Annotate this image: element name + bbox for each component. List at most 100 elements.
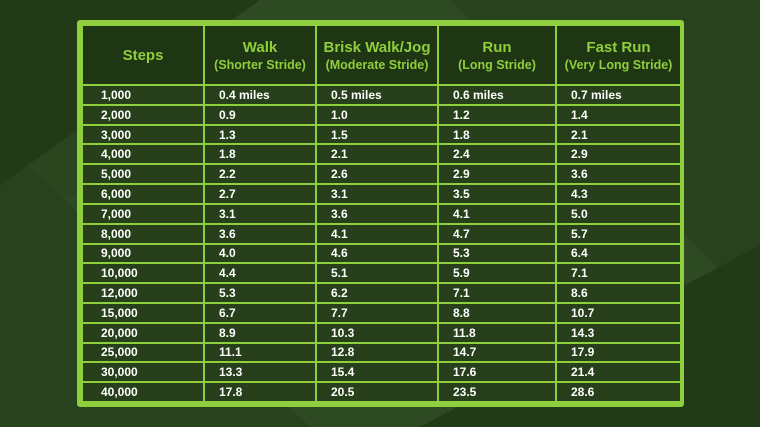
column-header-walk: Walk (Shorter Stride) <box>203 24 317 86</box>
steps-cell: 1,000 <box>81 84 205 106</box>
distance-cell: 4.0 <box>203 242 317 265</box>
distance-cell: 5.3 <box>437 242 557 265</box>
distance-cell: 0.6 miles <box>437 84 557 106</box>
table-row: 20,000 8.9 10.3 11.8 14.3 <box>81 321 682 344</box>
column-subtitle: (Very Long Stride) <box>564 57 673 72</box>
distance-cell: 7.1 <box>437 282 557 304</box>
distance-cell: 0.4 miles <box>203 84 317 106</box>
steps-cell: 12,000 <box>81 282 205 304</box>
column-title: Fast Run <box>586 38 651 56</box>
distance-cell: 3.6 <box>555 163 682 186</box>
column-subtitle: (Moderate Stride) <box>325 57 429 72</box>
distance-cell: 2.2 <box>203 163 317 186</box>
distance-cell: 4.6 <box>315 242 439 265</box>
distance-cell: 1.8 <box>437 123 557 146</box>
steps-cell: 6,000 <box>81 183 205 205</box>
distance-cell: 4.1 <box>437 202 557 225</box>
distance-cell: 11.1 <box>203 341 317 364</box>
distance-cell: 28.6 <box>555 381 682 403</box>
distance-cell: 6.4 <box>555 242 682 265</box>
distance-cell: 1.3 <box>203 123 317 146</box>
table-row: 7,000 3.1 3.6 4.1 5.0 <box>81 202 682 225</box>
distance-cell: 10.3 <box>315 321 439 344</box>
distance-cell: 14.3 <box>555 321 682 344</box>
distance-cell: 21.4 <box>555 361 682 384</box>
distance-cell: 0.5 miles <box>315 84 439 106</box>
distance-cell: 2.9 <box>555 143 682 166</box>
distance-cell: 17.8 <box>203 381 317 403</box>
steps-cell: 25,000 <box>81 341 205 364</box>
distance-cell: 17.9 <box>555 341 682 364</box>
steps-cell: 9,000 <box>81 242 205 265</box>
steps-cell: 8,000 <box>81 222 205 245</box>
table-row: 8,000 3.6 4.1 4.7 5.7 <box>81 222 682 245</box>
distance-cell: 1.5 <box>315 123 439 146</box>
distance-cell: 23.5 <box>437 381 557 403</box>
distance-cell: 1.0 <box>315 103 439 126</box>
column-header-fast-run: Fast Run (Very Long Stride) <box>555 24 682 86</box>
steps-cell: 3,000 <box>81 123 205 146</box>
steps-cell: 5,000 <box>81 163 205 186</box>
column-title: Run <box>482 38 512 56</box>
table-row: 40,000 17.8 20.5 23.5 28.6 <box>81 381 682 403</box>
distance-cell: 3.1 <box>203 202 317 225</box>
distance-cell: 5.0 <box>555 202 682 225</box>
steps-cell: 2,000 <box>81 103 205 126</box>
distance-cell: 2.6 <box>315 163 439 186</box>
table-row: 15,000 6.7 7.7 8.8 10.7 <box>81 301 682 324</box>
distance-cell: 0.7 miles <box>555 84 682 106</box>
table-row: 4,000 1.8 2.1 2.4 2.9 <box>81 143 682 166</box>
column-title: Brisk Walk/Jog <box>323 38 431 56</box>
distance-cell: 6.7 <box>203 301 317 324</box>
column-subtitle: (Long Stride) <box>458 57 536 72</box>
steps-cell: 7,000 <box>81 202 205 225</box>
table-row: 1,000 0.4 miles 0.5 miles 0.6 miles 0.7 mile… <box>81 84 682 106</box>
distance-cell: 2.4 <box>437 143 557 166</box>
distance-cell: 6.2 <box>315 282 439 304</box>
distance-cell: 4.7 <box>437 222 557 245</box>
steps-cell: 20,000 <box>81 321 205 344</box>
distance-cell: 4.4 <box>203 262 317 285</box>
distance-cell: 3.6 <box>315 202 439 225</box>
distance-cell: 4.1 <box>315 222 439 245</box>
distance-cell: 8.9 <box>203 321 317 344</box>
distance-cell: 3.1 <box>315 183 439 205</box>
distance-cell: 20.5 <box>315 381 439 403</box>
column-header-brisk-walk-jog: Brisk Walk/Jog (Moderate Stride) <box>315 24 439 86</box>
table-row: 5,000 2.2 2.6 2.9 3.6 <box>81 163 682 186</box>
table-row: 3,000 1.3 1.5 1.8 2.1 <box>81 123 682 146</box>
conversion-table: Steps Walk (Shorter Stride) Brisk Walk/Jog(… <box>81 24 682 403</box>
distance-cell: 8.6 <box>555 282 682 304</box>
distance-cell: 17.6 <box>437 361 557 384</box>
table-row: 12,000 5.3 6.2 7.1 8.6 <box>81 282 682 304</box>
steps-cell: 30,000 <box>81 361 205 384</box>
steps-cell: 40,000 <box>81 381 205 403</box>
header-row: Steps Walk (Shorter Stride) Brisk Walk/Jog(… <box>81 24 682 86</box>
column-header-run: Run (Long Stride) <box>437 24 557 86</box>
steps-cell: 10,000 <box>81 262 205 285</box>
distance-cell: 4.3 <box>555 183 682 205</box>
distance-cell: 2.1 <box>315 143 439 166</box>
distance-cell: 1.8 <box>203 143 317 166</box>
table-row: 30,000 13.3 15.4 17.6 21.4 <box>81 361 682 384</box>
steps-cell: 4,000 <box>81 143 205 166</box>
column-subtitle: (Shorter Stride) <box>214 57 306 72</box>
distance-cell: 2.9 <box>437 163 557 186</box>
column-title: Steps <box>122 46 164 64</box>
distance-cell: 5.9 <box>437 262 557 285</box>
distance-cell: 2.1 <box>555 123 682 146</box>
distance-cell: 5.7 <box>555 222 682 245</box>
distance-cell: 2.7 <box>203 183 317 205</box>
distance-cell: 0.9 <box>203 103 317 126</box>
distance-cell: 10.7 <box>555 301 682 324</box>
distance-cell: 11.8 <box>437 321 557 344</box>
steps-cell: 15,000 <box>81 301 205 324</box>
distance-cell: 13.3 <box>203 361 317 384</box>
distance-cell: 7.1 <box>555 262 682 285</box>
table-row: 10,000 4.4 5.1 5.9 7.1 <box>81 262 682 285</box>
table-row: 2,000 0.9 1.0 1.2 1.4 <box>81 103 682 126</box>
table-row: 25,000 11.1 12.8 14.7 17.9 <box>81 341 682 364</box>
distance-cell: 7.7 <box>315 301 439 324</box>
table-row: 9,000 4.0 4.6 5.3 6.4 <box>81 242 682 265</box>
distance-cell: 1.4 <box>555 103 682 126</box>
